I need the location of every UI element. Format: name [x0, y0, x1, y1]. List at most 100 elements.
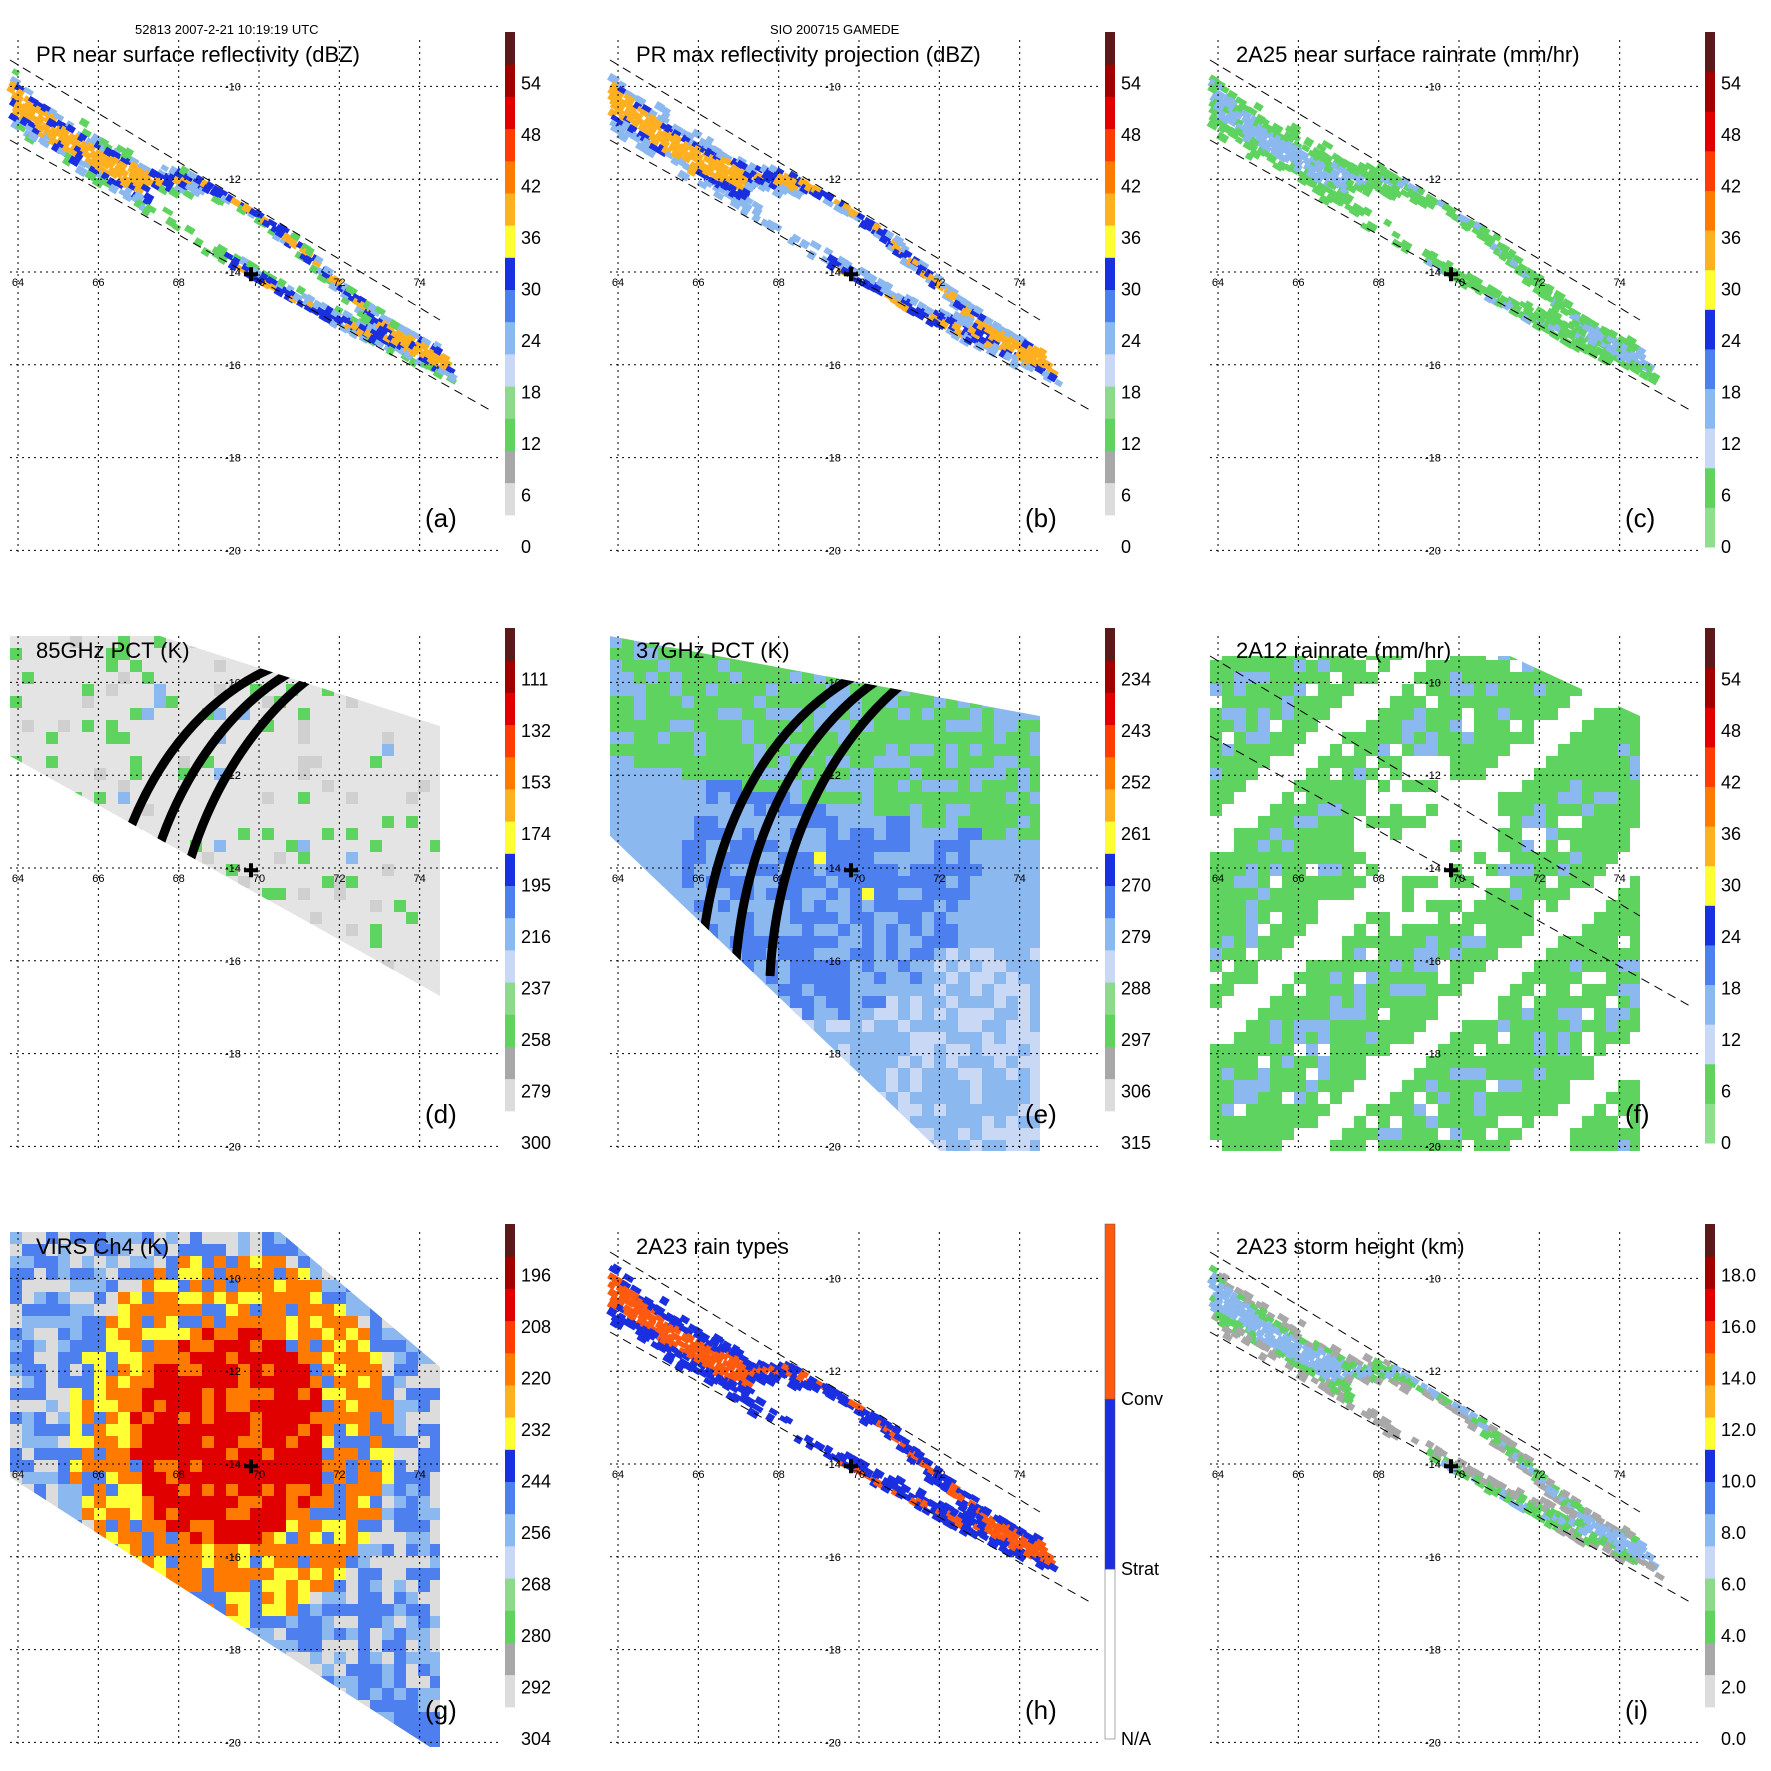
lat-tick-label: -12 — [225, 174, 241, 186]
lon-tick-label: 74 — [414, 277, 426, 289]
lon-tick-label: 66 — [1292, 1469, 1304, 1481]
lat-tick-label: -10 — [825, 81, 841, 93]
lat-tick-label: -16 — [1425, 956, 1441, 968]
wide-swath-field — [610, 636, 1040, 1151]
colorbar-tick-label: 30 — [521, 280, 541, 300]
colorbar-tick-label: 300 — [521, 1133, 551, 1153]
lon-tick-label: 68 — [173, 1469, 185, 1481]
lon-tick-label: 70 — [1453, 1469, 1465, 1481]
lon-tick-label: 70 — [853, 1469, 865, 1481]
swath-field — [6, 68, 458, 385]
storm-center-icon — [843, 1459, 858, 1474]
panel-title: 85GHz PCT (K) — [36, 638, 190, 663]
lat-tick-label: -20 — [225, 1737, 241, 1749]
lat-tick-label: -12 — [825, 770, 841, 782]
lat-tick-label: -10 — [1425, 1273, 1441, 1285]
lat-tick-label: -18 — [1425, 1049, 1441, 1061]
colorbar-tick-label: 6 — [1121, 486, 1131, 506]
lon-tick-label: 66 — [1292, 277, 1304, 289]
lat-tick-label: -20 — [825, 1737, 841, 1749]
colorbar-tick-label: 261 — [1121, 824, 1151, 844]
map-canvas: 64 66 68 70 72 74 -10 -12 -14 -16 -18 -20 — [10, 1232, 500, 1749]
panel-label: (h) — [1025, 1695, 1057, 1725]
colorbar-tick-label: 279 — [521, 1082, 551, 1102]
colorbar: 315 306 297 288 279 270 261 252 243 234 — [1105, 628, 1151, 1153]
storm-center-icon — [1443, 267, 1458, 282]
lat-tick-label: -12 — [825, 174, 841, 186]
storm-center-icon — [1443, 863, 1458, 878]
graticule: 64 66 68 70 72 74 -10 -12 -14 -16 -18 -20 — [10, 40, 500, 557]
wide-swath-field — [10, 636, 440, 996]
colorbar-tick-label: 304 — [521, 1729, 551, 1749]
graticule: 64 66 68 70 72 74 -10 -12 -14 -16 -18 -20 — [10, 636, 500, 1153]
colorbar-tick-label: 18 — [1121, 383, 1141, 403]
colorbar-tick-label: 6.0 — [1721, 1575, 1746, 1595]
colorbar-tick-label: 24 — [1121, 331, 1141, 351]
colorbar-tick-label: 288 — [1121, 979, 1151, 999]
lat-tick-label: -16 — [825, 1552, 841, 1564]
map-panel-d: 64 66 68 70 72 74 -10 -12 -14 -16 -18 -20 300 279 258 2… — [10, 628, 560, 1153]
colorbar-tick-label: 36 — [1121, 228, 1141, 248]
panel-title: 2A25 near surface rainrate (mm/hr) — [1236, 42, 1580, 67]
panel-label: (a) — [425, 503, 457, 533]
colorbar-tick-label: 48 — [521, 125, 541, 145]
lat-tick-label: -18 — [1425, 1645, 1441, 1657]
panel-label: (e) — [1025, 1099, 1057, 1129]
storm-center-icon — [843, 267, 858, 282]
colorbar-tick-label: 132 — [521, 721, 551, 741]
lat-tick-label: -12 — [225, 1366, 241, 1378]
lon-tick-label: 74 — [1614, 277, 1626, 289]
lon-tick-label: 70 — [1453, 277, 1465, 289]
lon-tick-label: 64 — [612, 1469, 624, 1481]
colorbar-tick-label: 42 — [1721, 177, 1741, 197]
lon-tick-label: 68 — [773, 873, 785, 885]
lon-tick-label: 68 — [173, 277, 185, 289]
lat-tick-label: -20 — [225, 1141, 241, 1153]
lon-tick-label: 68 — [1373, 873, 1385, 885]
lon-tick-label: 72 — [1533, 1469, 1545, 1481]
lon-tick-label: 68 — [1373, 1469, 1385, 1481]
colorbar-tick-label: 196 — [521, 1266, 551, 1286]
lat-tick-label: -14 — [825, 267, 841, 279]
lon-tick-label: 74 — [414, 1469, 426, 1481]
lon-tick-label: 70 — [253, 277, 265, 289]
colorbar-tick-label: 8.0 — [1721, 1523, 1746, 1543]
colorbar: 0.0 2.0 4.0 6.0 8.0 10.0 12.0 14.0 16.0 18.0 — [1705, 1224, 1756, 1749]
colorbar-tick-label: 0 — [1721, 537, 1731, 557]
colorbar-tick-label: Strat — [1121, 1559, 1159, 1579]
colorbar-tick-label: Conv — [1121, 1389, 1163, 1409]
lat-tick-label: -14 — [825, 1459, 841, 1471]
lon-tick-label: 66 — [692, 873, 704, 885]
colorbar: 0 6 12 18 24 30 36 42 48 54 — [1705, 628, 1741, 1153]
graticule: 64 66 68 70 72 74 -10 -12 -14 -16 -18 -20 — [1210, 636, 1700, 1153]
lat-tick-label: -10 — [225, 81, 241, 93]
lon-tick-label: 70 — [853, 873, 865, 885]
colorbar-tick-label: 48 — [1721, 125, 1741, 145]
colorbar: 0 6 12 18 24 30 36 42 48 54 — [505, 32, 541, 557]
map-panel-g: 64 66 68 70 72 74 -10 -12 -14 -16 -18 -20 304 292 280 2… — [10, 1224, 560, 1749]
lon-tick-label: 64 — [12, 873, 24, 885]
lat-tick-label: -14 — [1425, 267, 1441, 279]
map-panel-a: 64 66 68 70 72 74 -10 -12 -14 -16 -18 -20 0 6 12 18 24 30… — [6, 32, 560, 557]
map-canvas: 64 66 68 70 72 74 -10 -12 -14 -16 -18 -20 — [606, 1232, 1100, 1749]
wide-swath-field — [1210, 656, 1640, 1151]
colorbar-tick-label: 220 — [521, 1369, 551, 1389]
lon-tick-label: 74 — [1614, 1469, 1626, 1481]
lon-tick-label: 68 — [773, 277, 785, 289]
lon-tick-label: 70 — [253, 873, 265, 885]
lat-tick-label: -20 — [1425, 1141, 1441, 1153]
colorbar-tick-label: 232 — [521, 1420, 551, 1440]
colorbar-tick-label: 270 — [1121, 876, 1151, 896]
map-canvas: 64 66 68 70 72 74 -10 -12 -14 -16 -18 -20 — [1206, 40, 1700, 557]
colorbar-tick-label: 54 — [1121, 74, 1141, 94]
colorbar: 0 6 12 18 24 30 36 42 48 54 — [1705, 32, 1741, 557]
lat-tick-label: -14 — [225, 1459, 241, 1471]
lat-tick-label: -14 — [825, 863, 841, 875]
panel-label: (b) — [1025, 503, 1057, 533]
lat-tick-label: -18 — [225, 1049, 241, 1061]
colorbar-tick-label: 16.0 — [1721, 1317, 1756, 1337]
map-canvas: 64 66 68 70 72 74 -10 -12 -14 -16 -18 -20 — [1209, 636, 1700, 1153]
colorbar-tick-label: 24 — [521, 331, 541, 351]
map-panel-b: 64 66 68 70 72 74 -10 -12 -14 -16 -18 -20 0 6 12 18 24 30… — [606, 32, 1160, 557]
lon-tick-label: 72 — [933, 277, 945, 289]
